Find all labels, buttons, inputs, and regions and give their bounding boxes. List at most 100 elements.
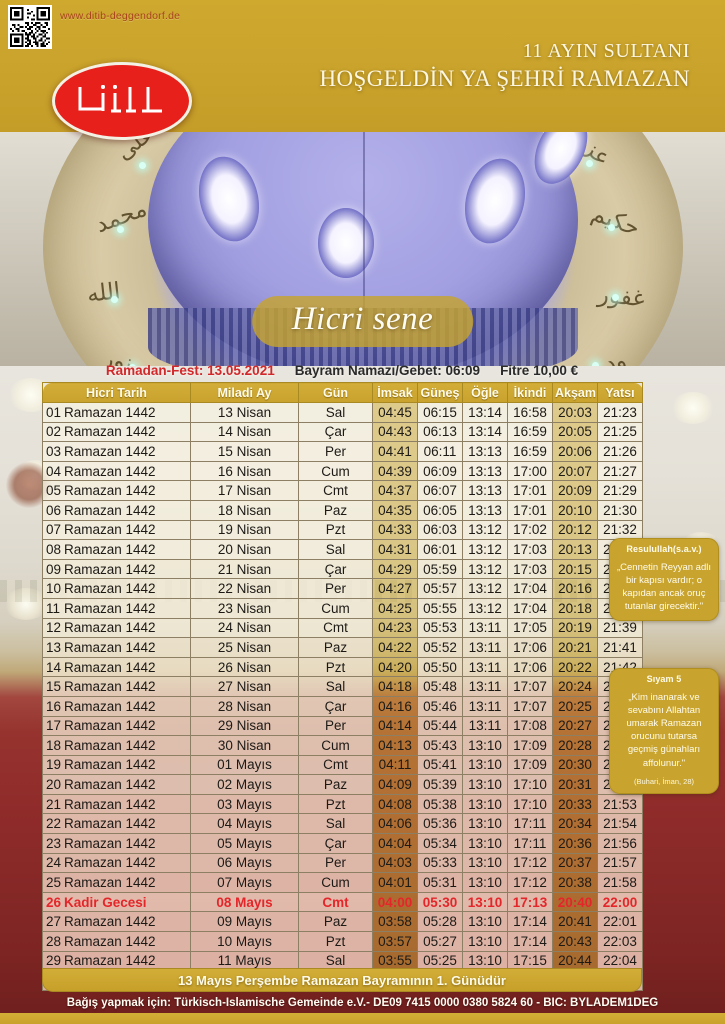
- cell-aksam: 20:34: [552, 813, 598, 835]
- cell-yatsi: 21:56: [597, 833, 643, 854]
- cell-miladi-ay: 18 Nisan: [190, 499, 299, 521]
- cell-aksam: 20:03: [552, 402, 598, 423]
- cell-gun: Paz: [298, 637, 373, 658]
- cell-ogle: 13:11: [462, 715, 508, 737]
- cell-gun: Per: [298, 441, 373, 462]
- table-row: 07 Ramazan 1442 19 Nisan Pzt 04:33 06:03 13:12…: [42, 519, 643, 541]
- cell-aksam: 20:38: [552, 872, 598, 893]
- cell-aksam: 20:43: [552, 931, 598, 952]
- cell-yatsi: 21:23: [597, 402, 643, 423]
- cell-hicri-tarih: 01 Ramazan 1442: [42, 402, 191, 423]
- table-row: 27 Ramazan 1442 09 Mayıs Paz 03:58 05:28 13:10…: [42, 911, 643, 933]
- cell-yatsi: 21:25: [597, 421, 643, 443]
- cell-miladi-ay: 13 Nisan: [190, 402, 299, 423]
- bayram-prayer-time: Bayram Namazı/Gebet: 06:09: [294, 362, 481, 378]
- cell-ikindi: 17:10: [507, 793, 553, 815]
- cell-gun: Sal: [298, 402, 373, 423]
- table-row: 28 Ramazan 1442 10 Mayıs Pzt 03:57 05:27 13:10…: [42, 931, 643, 952]
- dome-seam-line: [362, 108, 365, 314]
- cell-aksam: 20:21: [552, 637, 598, 658]
- table-row: 13 Ramazan 1442 25 Nisan Paz 04:22 05:52 13:11…: [42, 637, 643, 658]
- col-gun: Gün: [298, 382, 373, 403]
- cell-imsak: 04:08: [372, 793, 418, 815]
- cell-aksam: 20:44: [552, 950, 598, 972]
- table-row: 16 Ramazan 1442 28 Nisan Çar 04:16 05:46 13:11…: [42, 695, 643, 717]
- cell-yatsi: 21:41: [597, 637, 643, 658]
- cell-day-number: 20: [46, 777, 62, 793]
- cell-gunes: 06:01: [417, 539, 463, 560]
- col-yatsi: Yatsı: [597, 382, 643, 403]
- website-url[interactable]: www.ditib-deggendorf.de: [60, 10, 181, 22]
- mosque-dome-photo: على محمد الله نور رب كريم سلام عزيز حكيم…: [0, 108, 725, 366]
- cell-yatsi: 22:00: [597, 891, 643, 913]
- cell-gun: Cmt: [298, 754, 373, 776]
- col-miladi-ay: Miladi Ay: [190, 382, 299, 403]
- cell-ogle: 13:10: [462, 872, 508, 893]
- fitre-amount: Fitre 10,00 €: [500, 362, 579, 378]
- table-row: 10 Ramazan 1442 22 Nisan Per 04:27 05:57 13:12…: [42, 578, 643, 599]
- cell-yatsi: 21:30: [597, 499, 643, 521]
- cell-gunes: 06:15: [417, 402, 463, 423]
- cell-hicri-tarih: 07 Ramazan 1442: [42, 519, 191, 541]
- table-row: 23 Ramazan 1442 05 Mayıs Çar 04:04 05:34 13:10…: [42, 833, 643, 854]
- cell-hicri-tarih: 25 Ramazan 1442: [42, 872, 191, 893]
- ditib-logo[interactable]: [52, 62, 192, 140]
- cell-aksam: 20:07: [552, 460, 598, 482]
- cell-aksam: 20:25: [552, 695, 598, 717]
- cell-day-number: 04: [46, 463, 62, 479]
- cell-miladi-ay: 23 Nisan: [190, 597, 299, 619]
- cell-miladi-ay: 21 Nisan: [190, 558, 299, 580]
- cell-aksam: 20:28: [552, 735, 598, 756]
- cell-ikindi: 17:03: [507, 558, 553, 580]
- qr-code-icon[interactable]: [8, 5, 52, 49]
- cell-day-number: 26: [46, 894, 62, 910]
- cell-miladi-ay: 27 Nisan: [190, 676, 299, 697]
- table-row: 20 Ramazan 1442 02 Mayıs Paz 04:09 05:39 13:10…: [42, 774, 643, 795]
- cell-gunes: 05:52: [417, 637, 463, 658]
- table-row: 02 Ramazan 1442 14 Nisan Çar 04:43 06:13 13:14…: [42, 421, 643, 443]
- cell-ogle: 13:12: [462, 519, 508, 541]
- cell-aksam: 20:37: [552, 852, 598, 874]
- col-gunes: Güneş: [417, 382, 463, 403]
- cell-hicri-tarih: 04 Ramazan 1442: [42, 460, 191, 482]
- cell-ikindi: 17:00: [507, 460, 553, 482]
- cell-ikindi: 17:11: [507, 813, 553, 835]
- cell-gunes: 05:57: [417, 578, 463, 599]
- cell-ogle: 13:14: [462, 421, 508, 443]
- cell-gun: Sal: [298, 539, 373, 560]
- cell-ikindi: 17:14: [507, 931, 553, 952]
- cell-day-number: 12: [46, 620, 62, 636]
- cell-gun: Cum: [298, 460, 373, 482]
- cell-ogle: 13:12: [462, 539, 508, 560]
- cell-gun: Sal: [298, 813, 373, 835]
- cell-imsak: 04:25: [372, 597, 418, 619]
- cell-miladi-ay: 24 Nisan: [190, 617, 299, 639]
- cell-day-number: 03: [46, 443, 62, 459]
- cell-ikindi: 17:03: [507, 539, 553, 560]
- table-row: 11 Ramazan 1442 23 Nisan Cum 04:25 05:55 13:12…: [42, 597, 643, 619]
- cell-gun: Cum: [298, 735, 373, 756]
- cell-ikindi: 17:08: [507, 715, 553, 737]
- cell-aksam: 20:12: [552, 519, 598, 541]
- cell-gunes: 05:43: [417, 735, 463, 756]
- col-imsak: İmsak: [372, 382, 418, 403]
- cell-yatsi: 21:26: [597, 441, 643, 462]
- cell-miladi-ay: 07 Mayıs: [190, 872, 299, 893]
- cell-miladi-ay: 08 Mayıs: [190, 891, 299, 913]
- cell-hicri-tarih: 17 Ramazan 1442: [42, 715, 191, 737]
- cell-imsak: 04:01: [372, 872, 418, 893]
- cell-ogle: 13:10: [462, 931, 508, 952]
- ramadan-slogan: 11 AYIN SULTANI HOŞGELDİN YA ŞEHRİ RAMAZ…: [319, 38, 690, 95]
- cell-hicri-tarih: 06 Ramazan 1442: [42, 499, 191, 521]
- cell-ogle: 13:13: [462, 460, 508, 482]
- cell-gun: Çar: [298, 695, 373, 717]
- cell-ogle: 13:13: [462, 499, 508, 521]
- cell-imsak: 04:04: [372, 833, 418, 854]
- quote-body: „Kim inanarak ve sevabını Allahtan umara…: [626, 692, 702, 769]
- cell-hicri-tarih: 21 Ramazan 1442: [42, 793, 191, 815]
- cell-miladi-ay: 10 Mayıs: [190, 931, 299, 952]
- col-ogle: Öğle: [462, 382, 508, 403]
- cell-hicri-tarih: 29 Ramazan 1442: [42, 950, 191, 972]
- cell-day-number: 13: [46, 639, 62, 655]
- cell-day-number: 17: [46, 718, 62, 734]
